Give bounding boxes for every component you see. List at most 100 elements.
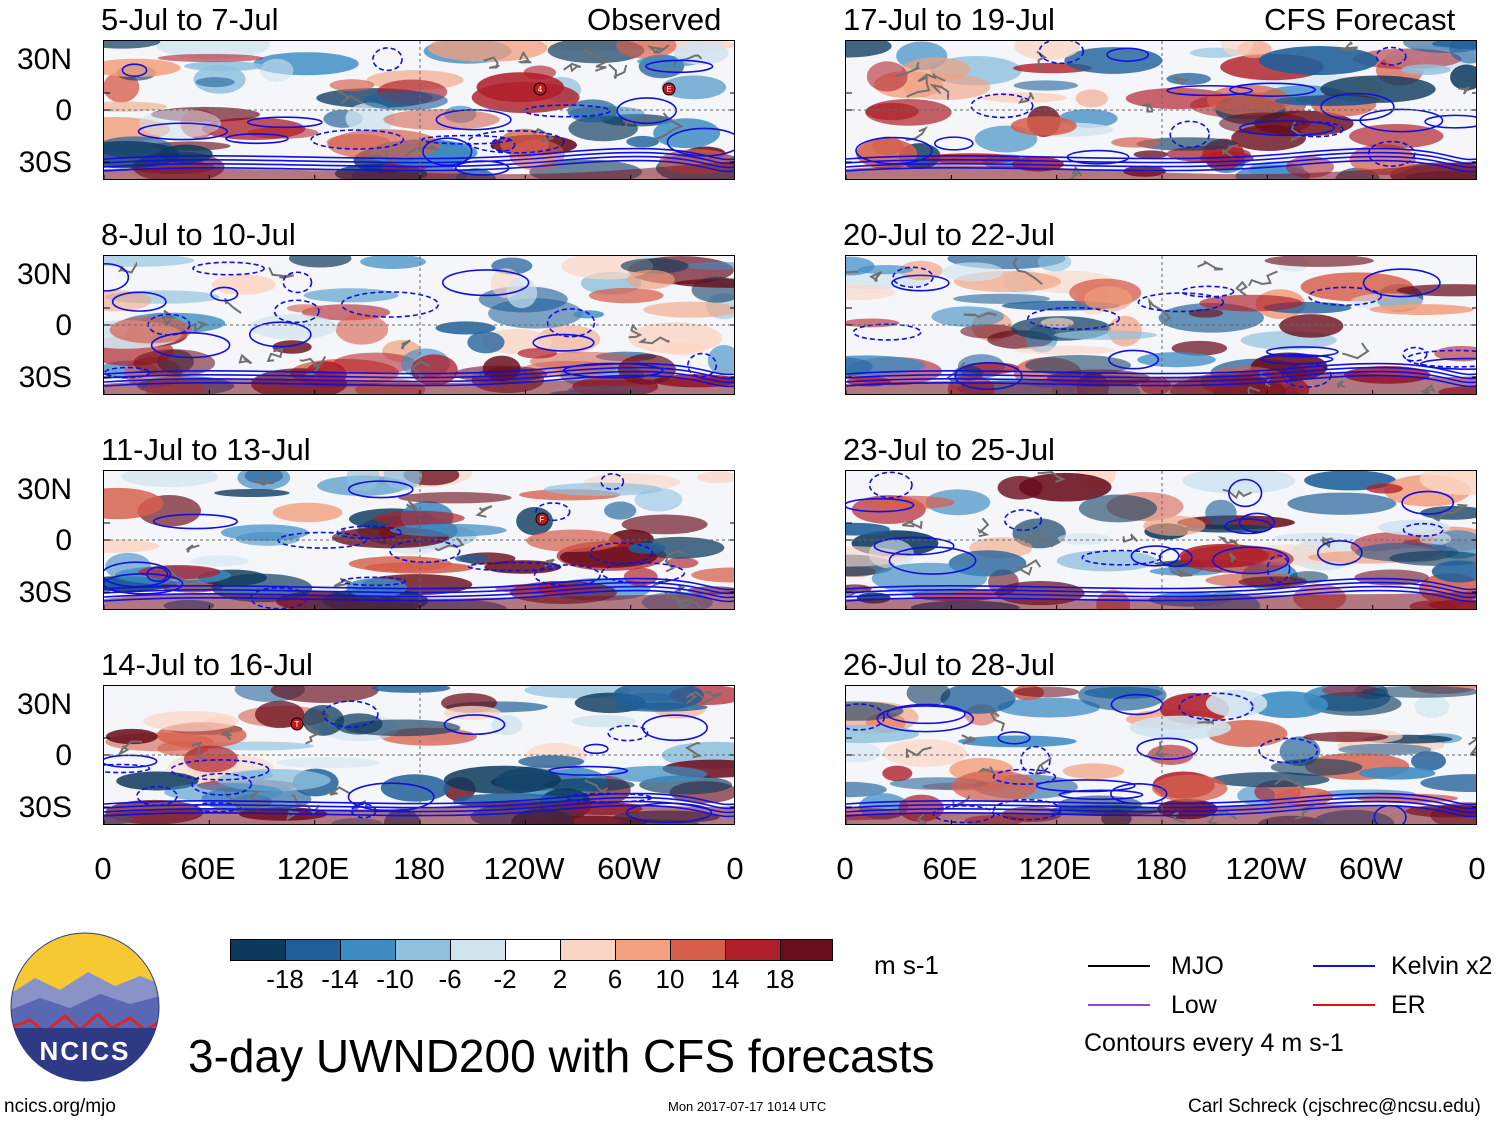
anomaly-shading — [1434, 345, 1476, 362]
anomaly-shading — [1220, 41, 1254, 57]
anomaly-shading — [303, 288, 399, 303]
anomaly-shading — [272, 502, 343, 523]
anomaly-shading — [371, 686, 451, 693]
anomaly-shading — [329, 79, 375, 92]
anomaly-shading — [389, 523, 507, 537]
colorbar-label: 18 — [765, 964, 795, 994]
lon-label-right-0: 0 — [836, 851, 854, 886]
anomaly-shading — [1369, 304, 1474, 315]
kelvin-contour — [104, 155, 734, 169]
anomaly-shading — [941, 262, 1004, 282]
kelvin-contour — [616, 97, 678, 125]
lat-label-30n: 30N — [16, 473, 72, 506]
anomaly-shading — [1064, 47, 1163, 74]
colorbar-label: -2 — [493, 964, 517, 994]
southern-jet — [846, 161, 1476, 179]
coastline — [468, 371, 486, 378]
coastline — [268, 267, 294, 279]
coastline — [185, 544, 200, 553]
anomaly-shading — [362, 90, 448, 111]
anomaly-shading — [653, 118, 721, 149]
anomaly-shading — [607, 765, 708, 783]
anomaly-shading — [1010, 116, 1077, 136]
anomaly-shading — [626, 135, 660, 148]
footer-url[interactable]: ncics.org/mjo — [4, 1096, 116, 1117]
coastline — [989, 711, 1006, 732]
anomaly-shading — [1219, 112, 1311, 135]
kelvin-contour — [1316, 540, 1363, 566]
kelvin-contour — [932, 804, 995, 824]
kelvin-contour — [846, 366, 1476, 380]
lat-label-30s: 30S — [18, 791, 72, 824]
kelvin-contour — [892, 266, 934, 288]
kelvin-contour — [1281, 362, 1332, 388]
kelvin-contour — [846, 589, 1476, 603]
coastline — [291, 794, 320, 815]
legend-mjo-label: MJO — [1171, 952, 1224, 980]
anomaly-shading — [133, 349, 216, 377]
colorbar-swatch — [670, 939, 726, 961]
anomaly-shading — [1401, 64, 1451, 75]
coastline — [1172, 76, 1190, 86]
lat-label-30s: 30S — [18, 576, 72, 609]
anomaly-shading — [981, 92, 1068, 103]
anomaly-shading — [1248, 691, 1329, 719]
kelvin-contour — [846, 800, 1476, 814]
kelvin-contour — [852, 323, 922, 341]
kelvin-contour — [1238, 120, 1336, 137]
colorbar-label: -6 — [438, 964, 462, 994]
kelvin-contour — [868, 471, 913, 499]
kelvin-contour — [104, 763, 151, 774]
anomaly-shading — [1414, 695, 1450, 718]
kelvin-contour — [891, 274, 950, 292]
anomaly-shading — [634, 487, 683, 512]
map-panel-forecast-1 — [845, 40, 1477, 180]
coastline — [702, 691, 723, 705]
kelvin-contour — [192, 261, 265, 276]
kelvin-contour — [104, 800, 734, 814]
anomaly-shading — [443, 765, 562, 794]
lon-label-left-0: 0 — [94, 851, 112, 886]
coastline — [266, 347, 284, 363]
colorbar-label: -14 — [321, 964, 359, 994]
coastline — [1248, 270, 1278, 287]
anomaly-shading — [518, 755, 585, 768]
kelvin-contour — [1020, 745, 1051, 775]
panel-title-observed-1: 5-Jul to 7-Jul — [101, 2, 279, 37]
anomaly-shading — [1182, 471, 1296, 494]
kelvin-contour — [1130, 545, 1180, 567]
anomaly-shading — [623, 567, 658, 587]
kelvin-contour — [322, 700, 379, 728]
anomaly-shading — [523, 65, 557, 80]
map-panel-forecast-3 — [845, 470, 1477, 610]
anomaly-shading — [1084, 286, 1133, 312]
coastline — [517, 50, 532, 64]
kelvin-contour — [600, 473, 625, 491]
kelvin-contour — [1402, 522, 1444, 537]
lon-label-left-60e: 60E — [180, 851, 236, 886]
anomaly-shading — [506, 277, 538, 309]
colorbar-swatch — [395, 939, 451, 961]
coastline — [191, 741, 205, 763]
kelvin-contour — [246, 116, 323, 129]
anomaly-shading — [1303, 731, 1389, 743]
anomaly-shading — [571, 715, 636, 728]
kelvin-contour — [194, 802, 242, 813]
anomaly-shading — [846, 41, 892, 58]
anomaly-shading — [661, 75, 727, 100]
coastline — [1419, 384, 1435, 394]
coastline — [434, 537, 465, 552]
colorbar-label: -18 — [266, 964, 304, 994]
kelvin-contour — [846, 577, 1476, 591]
coastline — [1274, 776, 1306, 791]
coastline — [664, 550, 685, 573]
kelvin-contour — [1224, 518, 1272, 535]
anomaly-shading — [542, 778, 635, 792]
anomaly-shading — [244, 471, 284, 484]
anomaly-shading — [1018, 472, 1112, 502]
anomaly-shading — [627, 269, 675, 290]
kelvin-contour — [104, 366, 734, 380]
kelvin-contour — [1238, 512, 1276, 533]
kelvin-contour — [535, 502, 571, 522]
kelvin-contour — [104, 370, 734, 384]
